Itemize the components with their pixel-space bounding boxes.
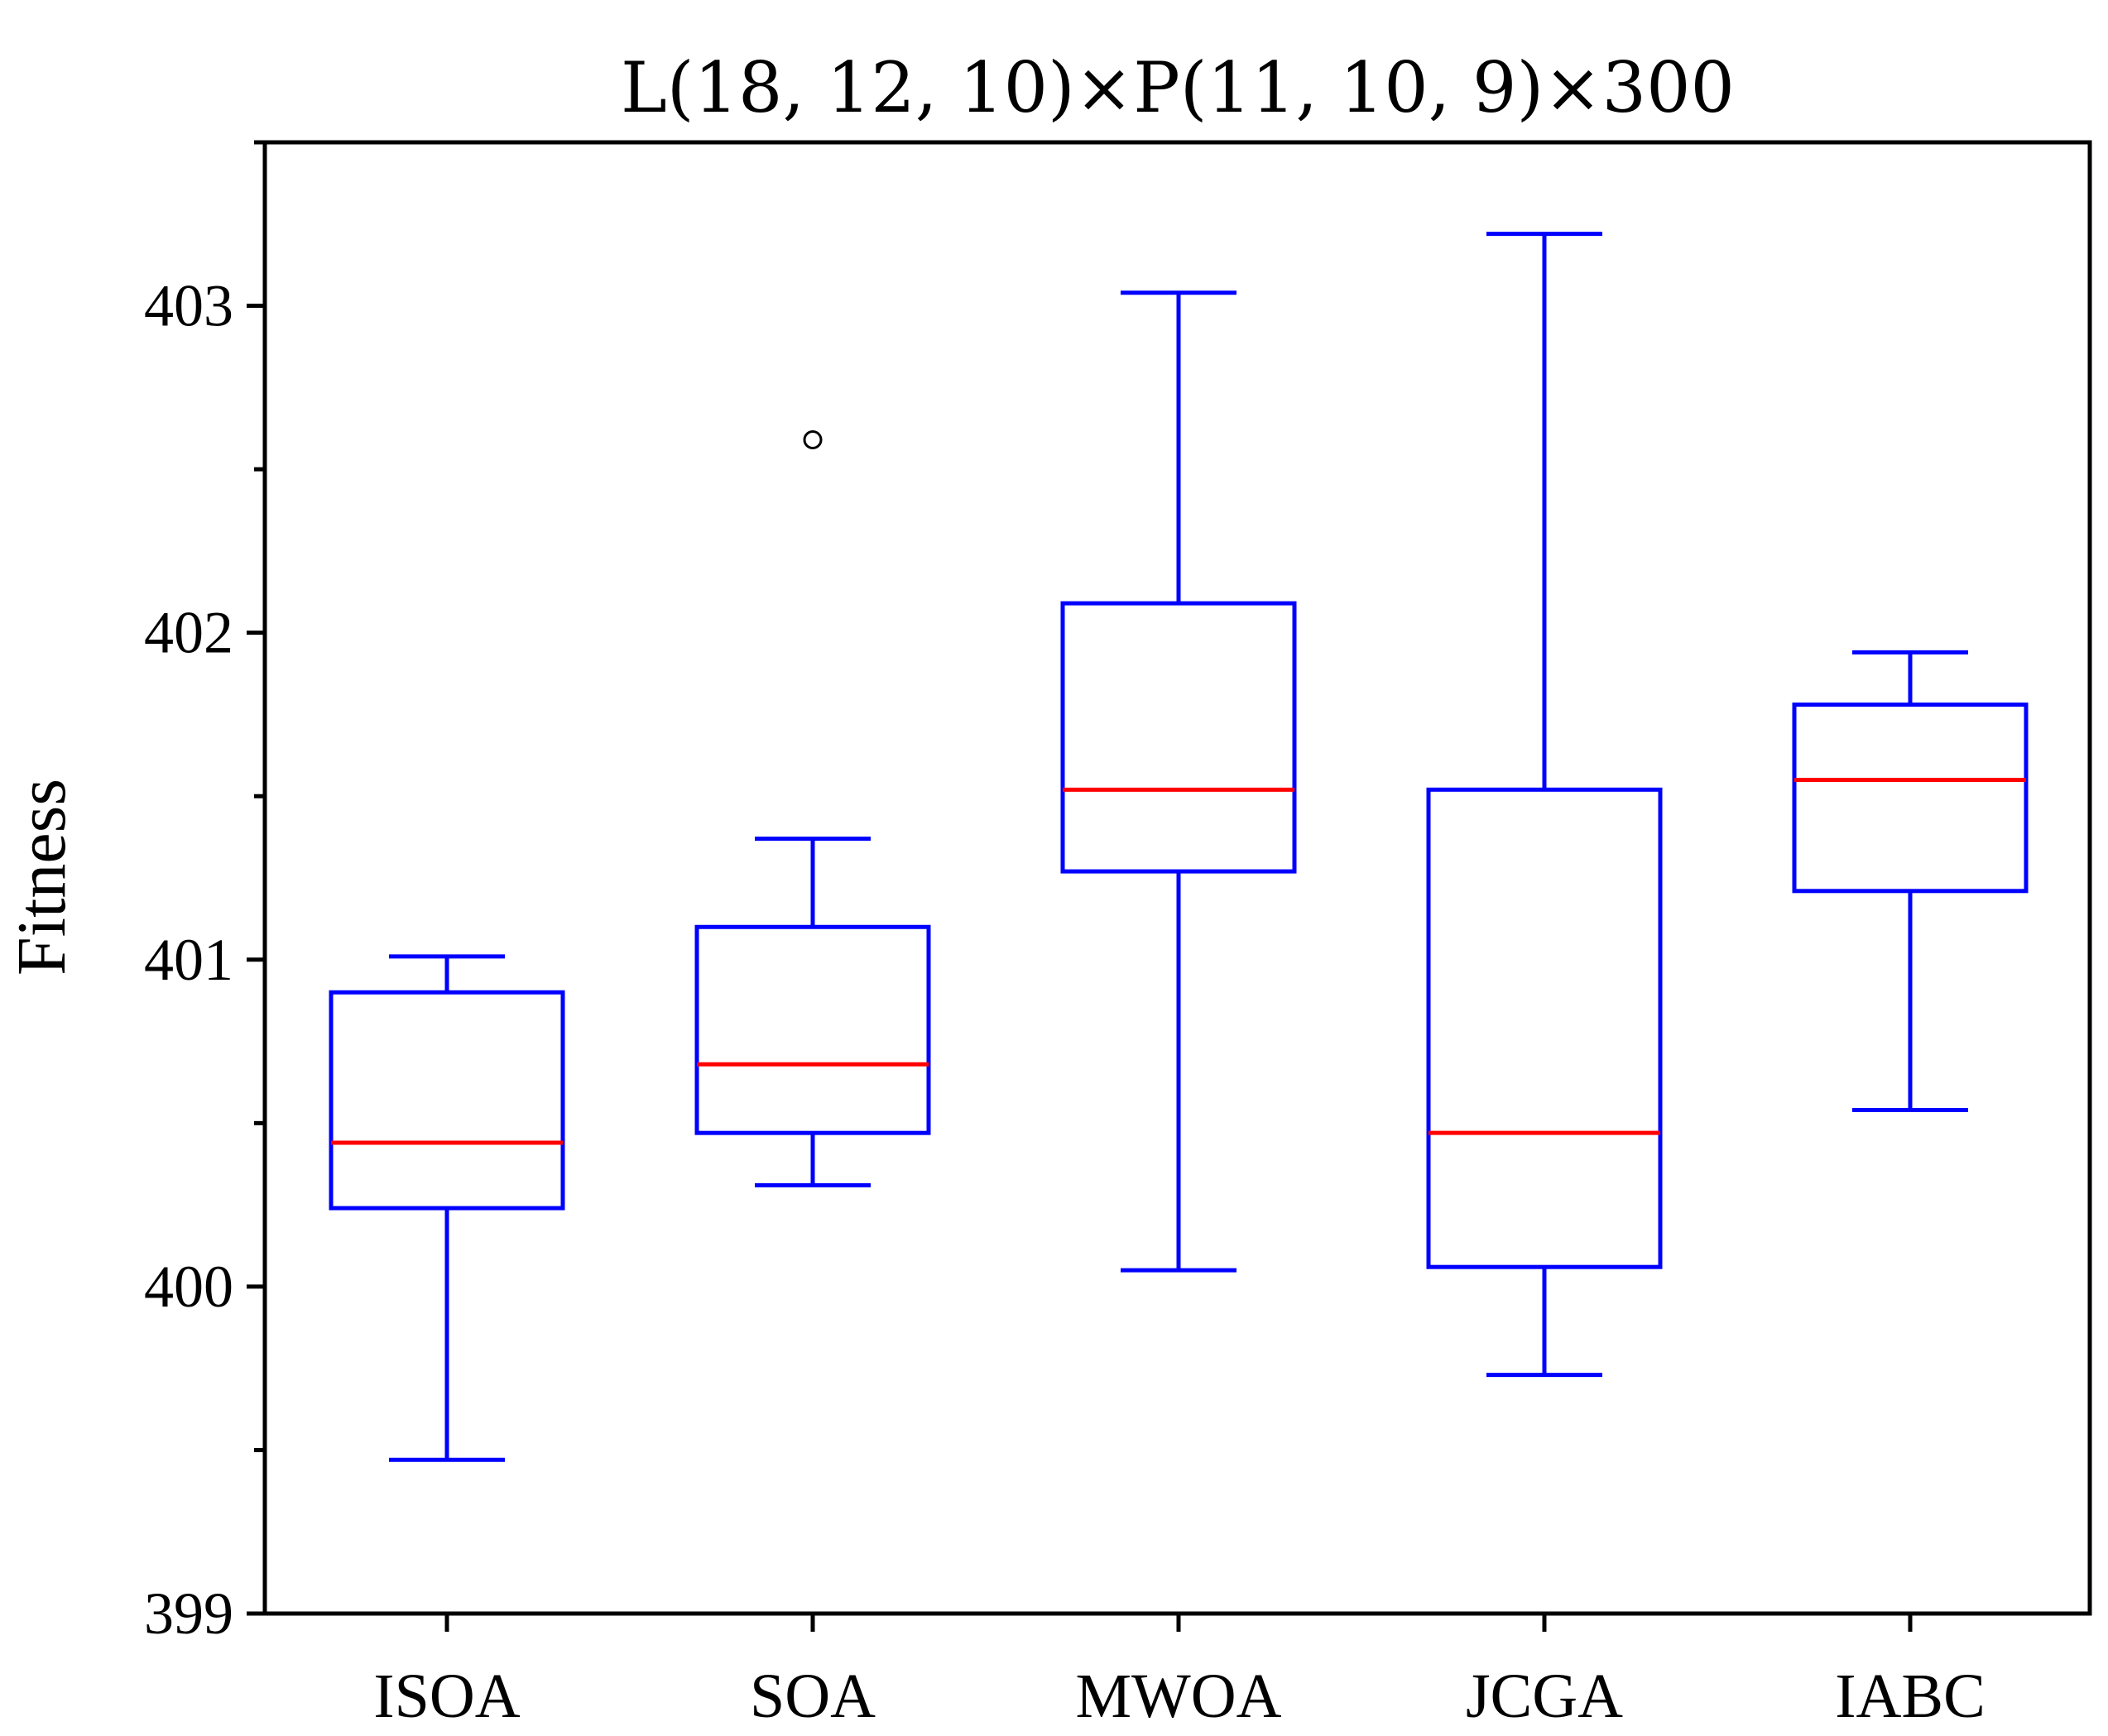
iqr-box <box>1792 703 2029 894</box>
plot-area: 399 400 401 402 403 ISOA SOA MWOA JCGA IABC <box>144 140 2092 1731</box>
x-tick-label: JCGA <box>1466 1662 1623 1731</box>
iqr-box <box>329 990 565 1211</box>
x-tick-label: SOA <box>750 1662 876 1731</box>
y-tick-label: 400 <box>144 1254 233 1320</box>
outlier-point <box>803 430 823 450</box>
x-tick-label: MWOA <box>1075 1662 1281 1731</box>
chart-title: L(18, 12, 10)×P(11, 10, 9)×300 <box>621 47 1735 128</box>
y-axis-title: Fitness <box>3 779 80 976</box>
iqr-box <box>1060 601 1297 874</box>
y-tick-label: 399 <box>144 1580 233 1647</box>
iqr-box <box>1426 787 1663 1269</box>
y-tick-label: 403 <box>144 273 233 339</box>
x-tick-label: ISOA <box>373 1662 520 1731</box>
iqr-box <box>694 924 931 1135</box>
y-tick-label: 401 <box>144 927 233 993</box>
y-tick-label: 402 <box>144 600 233 666</box>
x-tick-label: IABC <box>1835 1662 1986 1731</box>
